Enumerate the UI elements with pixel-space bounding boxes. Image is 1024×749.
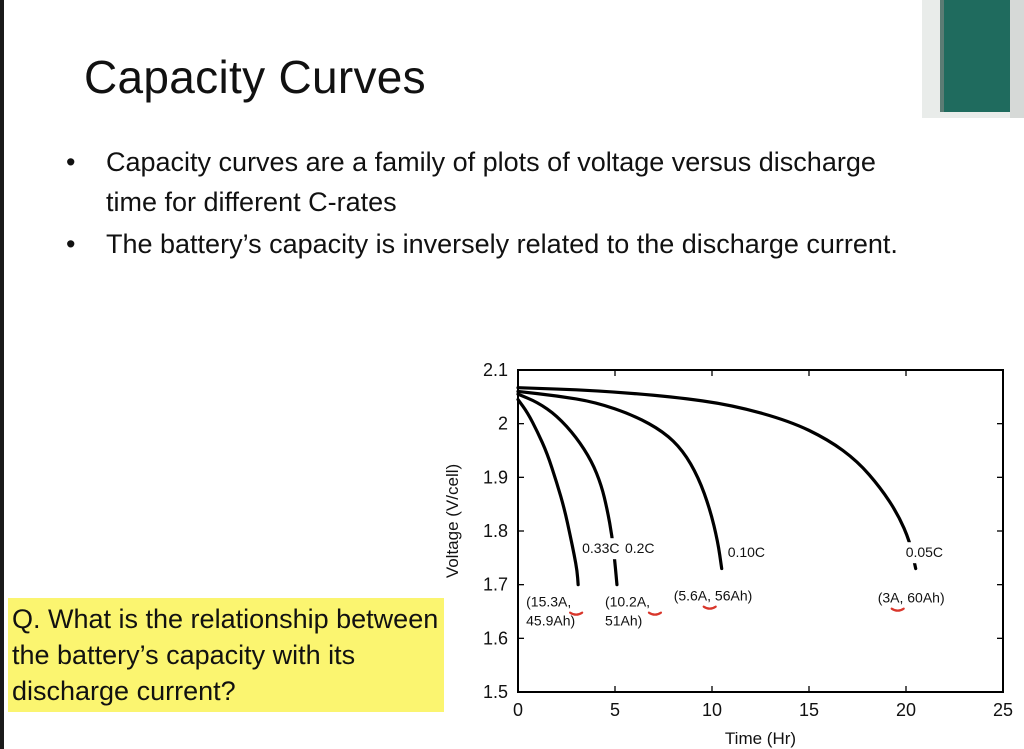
x-tick-label: 10 [702,700,722,720]
y-tick-label: 1.9 [483,467,508,487]
question-text: Q. What is the relationship between the … [12,604,439,706]
y-tick-label: 1.8 [483,521,508,541]
webcam-thumbnail [922,0,1024,118]
webcam-frame [1010,0,1024,118]
discharge-curve [516,389,724,571]
x-tick-label: 0 [513,700,523,720]
annotation-underline [702,605,717,610]
left-window-edge [0,0,4,749]
bullet-item: • The battery’s capacity is inversely re… [64,224,924,264]
bullet-text: Capacity curves are a family of plots of… [106,147,876,217]
annotation-underline [569,611,584,616]
rate-label-bg [621,538,664,560]
bullet-dot: • [66,147,76,177]
y-tick-label: 1.5 [483,682,508,702]
x-tick-label: 15 [799,700,819,720]
y-tick-label: 2 [498,414,508,434]
bullet-item: • Capacity curves are a family of plots … [64,142,924,222]
point-label: (3A, 60Ah) [878,590,945,606]
plot-frame [517,369,1004,693]
bullet-text: The battery’s capacity is inversely rela… [106,229,898,259]
slide-title: Capacity Curves [84,51,426,103]
rate-label-bg [579,538,630,560]
point-label: (15.3A, [526,594,571,610]
rate-label: 0.10C [728,544,765,560]
discharge-curve [516,386,918,571]
x-tick-label: 25 [993,700,1013,720]
webcam-board [940,0,1016,112]
question-highlight: Q. What is the relationship between the … [8,598,444,712]
y-tick-label: 1.7 [483,575,508,595]
bullet-dot: • [66,229,76,259]
capacity-curve-chart: 0 5 10 15 20 25 1.5 1.6 1.7 1.8 1.9 2 2.1 0.33C (15.3… [443,360,1013,748]
y-tick-label: 1.6 [483,628,508,648]
x-axis-label: Time (Hr) [725,729,796,748]
y-axis-label: Voltage (V/cell) [443,464,462,578]
point-label: (10.2A, [605,594,650,610]
point-label: 51Ah) [605,613,642,629]
annotation-underline [890,607,905,612]
bullet-list: • Capacity curves are a family of plots … [64,142,924,266]
rate-label: 0.2C [625,540,655,556]
rate-label: 0.05C [906,544,943,560]
annotation-underline [647,611,663,616]
discharge-curve [516,397,580,587]
x-tick-label: 20 [896,700,916,720]
y-tick-label: 2.1 [483,360,508,380]
rate-label: 0.33C [582,540,619,556]
point-label: (5.6A, 56Ah) [674,588,753,604]
point-label: 45.9Ah) [526,613,575,629]
rate-label-bg [902,542,953,564]
rate-label-bg [724,542,775,564]
x-tick-label: 5 [610,700,620,720]
